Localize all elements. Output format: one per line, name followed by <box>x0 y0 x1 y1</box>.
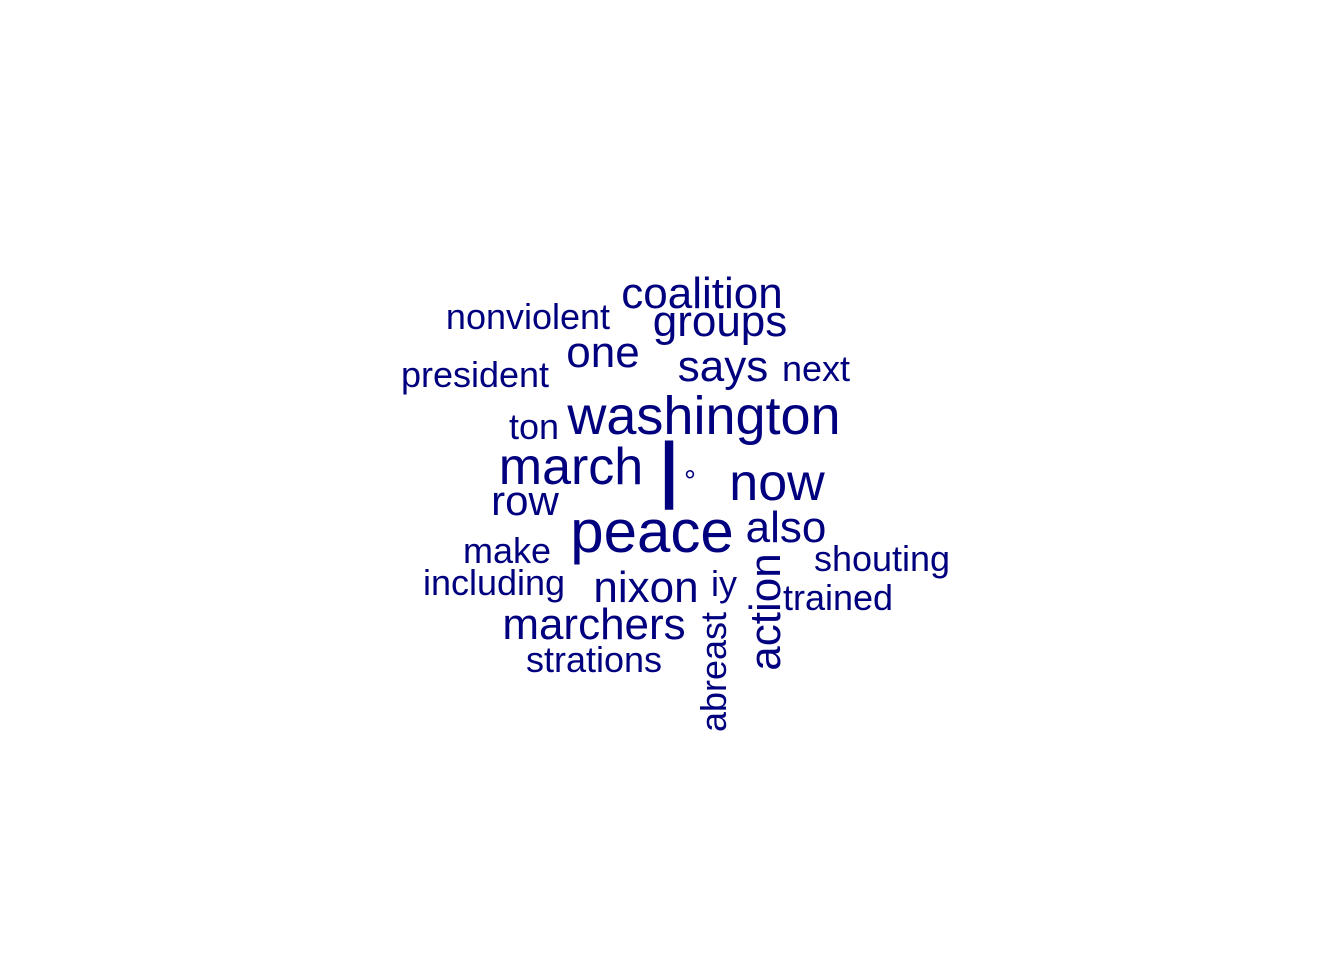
word-abreast: abreast <box>693 611 734 733</box>
word-says: says <box>677 342 769 391</box>
word-president: president <box>400 354 550 395</box>
word-strations: strations <box>525 639 663 680</box>
word-peace: peace <box>570 498 734 565</box>
word-shouting: shouting <box>813 538 951 579</box>
word-coalition: coalition <box>621 269 783 318</box>
word-one: one <box>566 328 640 377</box>
word-action: action <box>741 553 790 671</box>
word-nonviolent: nonviolent <box>445 296 611 337</box>
word-row: row <box>491 477 559 524</box>
word-washington: washington <box>567 386 841 446</box>
word-trained: trained <box>782 577 894 618</box>
word-also: also <box>745 503 827 552</box>
word-marchers: marchers <box>502 600 686 649</box>
word-make: make <box>462 530 552 571</box>
word-groups: groups <box>652 297 788 346</box>
word-march: march <box>498 438 644 496</box>
word-l: l <box>658 424 680 531</box>
word-next: next <box>781 348 851 389</box>
word-nixon: nixon <box>593 563 699 612</box>
word-degree: ° <box>684 465 696 498</box>
word-including: including <box>422 562 566 603</box>
word-ton: ton <box>508 406 560 447</box>
word-now: now <box>729 454 825 512</box>
word-iy: iy <box>711 563 737 604</box>
